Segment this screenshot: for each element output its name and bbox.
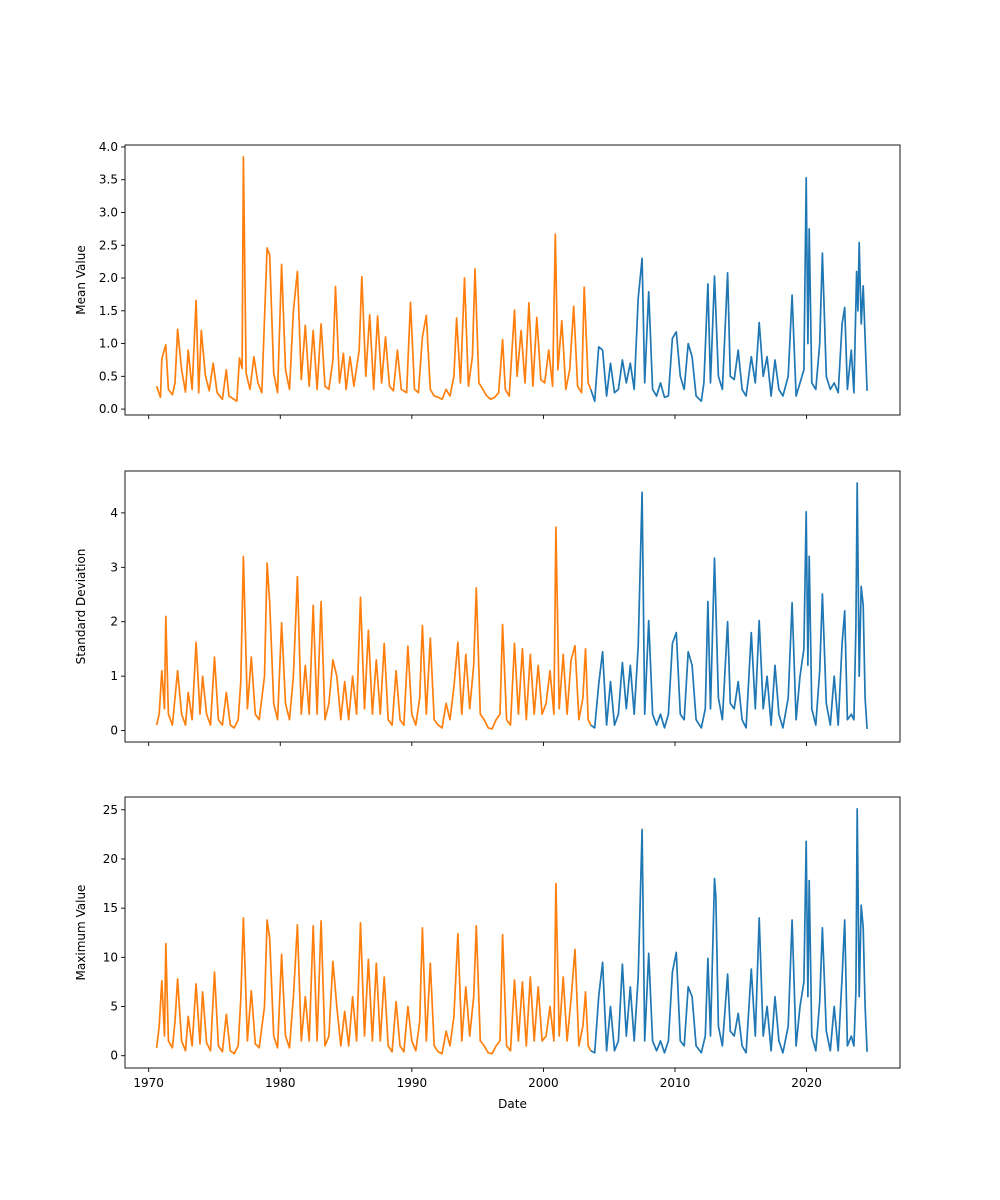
- y-tick-label: 10: [103, 950, 118, 964]
- series-line-1: [155, 526, 592, 730]
- maximum-value-subplot: 0 5 10 15 20 25 1970 1980 1990 2000 2010 2020 Maximu…: [74, 796, 901, 1111]
- series-line-1: [155, 882, 592, 1055]
- plot-frame: [124, 144, 901, 416]
- y-tick-label: 20: [103, 852, 118, 866]
- x-tick-label: 2010: [660, 1076, 691, 1090]
- series-line-2: [590, 807, 868, 1054]
- x-tick-label: 2020: [791, 1076, 822, 1090]
- y-tick-label: 1.0: [99, 337, 118, 351]
- y-tick-label: 0: [110, 724, 118, 738]
- series-line-2: [589, 176, 868, 403]
- y-axis-label: Standard Deviation: [74, 549, 88, 665]
- y-tick-label: 0.5: [99, 369, 118, 383]
- plot-frame: [124, 470, 901, 743]
- y-axis-label: Maximum Value: [74, 885, 88, 981]
- y-tick-label: 2: [110, 615, 118, 629]
- y-tick-label: 1.5: [99, 304, 118, 318]
- y-tick-label: 4.0: [99, 140, 118, 154]
- x-tick-label: 2000: [528, 1076, 559, 1090]
- y-tick-label: 0: [110, 1049, 118, 1063]
- mean-value-subplot: 0.0 0.5 1.0 1.5 2.0 2.5 3.0 3.5 4.0 Mean Value: [74, 140, 901, 419]
- y-tick-label: 3.5: [99, 173, 118, 187]
- y-tick-label: 3.0: [99, 206, 118, 220]
- series-line-1: [155, 155, 592, 403]
- x-tick-label: 1970: [133, 1076, 164, 1090]
- y-tick-label: 15: [103, 901, 118, 915]
- y-tick-label: 1: [110, 669, 118, 683]
- y-tick-label: 5: [110, 1000, 118, 1014]
- x-tick-label: 1980: [265, 1076, 296, 1090]
- y-tick-label: 4: [110, 506, 118, 520]
- y-tick-label: 2.5: [99, 238, 118, 252]
- plot-frame: [124, 796, 901, 1069]
- y-tick-label: 3: [110, 560, 118, 574]
- x-tick-label: 1990: [397, 1076, 428, 1090]
- y-tick-label: 0.0: [99, 402, 118, 416]
- y-tick-label: 2.0: [99, 271, 118, 285]
- series-line-2: [590, 482, 868, 729]
- standard-deviation-subplot: 0 1 2 3 4 Standard Deviation: [74, 470, 901, 746]
- y-tick-label: 25: [103, 803, 118, 817]
- x-axis-label: Date: [498, 1097, 527, 1111]
- y-axis-label: Mean Value: [74, 245, 88, 314]
